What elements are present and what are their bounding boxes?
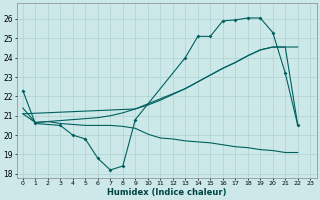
X-axis label: Humidex (Indice chaleur): Humidex (Indice chaleur)	[107, 188, 226, 197]
